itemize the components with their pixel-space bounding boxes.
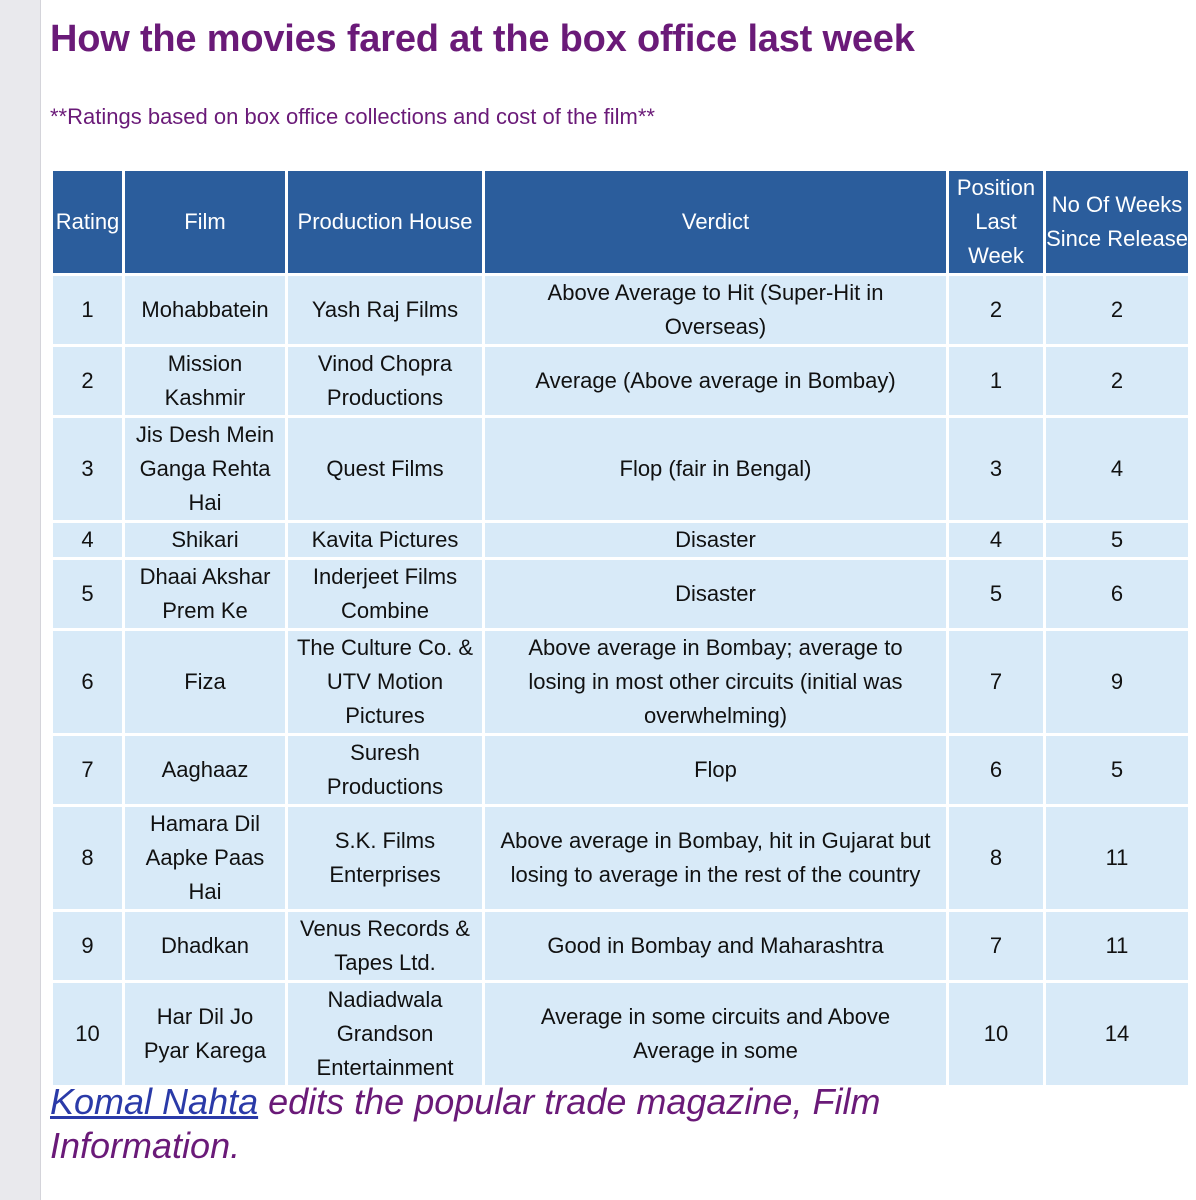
cell-film: Dhadkan xyxy=(125,912,285,980)
cell-production-house: Inderjeet Films Combine xyxy=(288,560,482,628)
table-row: 2 Mission Kashmir Vinod Chopra Productio… xyxy=(53,347,1188,415)
cell-position-last-week: 8 xyxy=(949,807,1043,909)
cell-verdict: Disaster xyxy=(485,560,946,628)
cell-weeks-since-release: 11 xyxy=(1046,807,1188,909)
cell-verdict: Disaster xyxy=(485,523,946,557)
cell-production-house: Quest Films xyxy=(288,418,482,520)
cell-film: Aaghaaz xyxy=(125,736,285,804)
cell-position-last-week: 7 xyxy=(949,912,1043,980)
cell-verdict: Above average in Bombay; average to losi… xyxy=(485,631,946,733)
table-row: 9 Dhadkan Venus Records & Tapes Ltd. Goo… xyxy=(53,912,1188,980)
cell-film: Mohabbatein xyxy=(125,276,285,344)
ratings-note: **Ratings based on box office collection… xyxy=(50,104,655,129)
header-weeks-since-release: No Of Weeks Since Release xyxy=(1046,171,1188,273)
cell-position-last-week: 3 xyxy=(949,418,1043,520)
cell-film: Jis Desh Mein Ganga Rehta Hai xyxy=(125,418,285,520)
cell-weeks-since-release: 2 xyxy=(1046,276,1188,344)
cell-weeks-since-release: 9 xyxy=(1046,631,1188,733)
cell-position-last-week: 10 xyxy=(949,983,1043,1085)
cell-film: Shikari xyxy=(125,523,285,557)
cell-production-house: The Culture Co. & UTV Motion Pictures xyxy=(288,631,482,733)
cell-film: Hamara Dil Aapke Paas Hai xyxy=(125,807,285,909)
table-row: 10 Har Dil Jo Pyar Karega Nadiadwala Gra… xyxy=(53,983,1188,1085)
cell-rating: 8 xyxy=(53,807,122,909)
table-row: 4 Shikari Kavita Pictures Disaster 4 5 xyxy=(53,523,1188,557)
table-row: 5 Dhaai Akshar Prem Ke Inderjeet Films C… xyxy=(53,560,1188,628)
table-row: 8 Hamara Dil Aapke Paas Hai S.K. Films E… xyxy=(53,807,1188,909)
cell-position-last-week: 4 xyxy=(949,523,1043,557)
left-margin-rule xyxy=(0,0,41,1200)
cell-verdict: Good in Bombay and Maharashtra xyxy=(485,912,946,980)
cell-production-house: S.K. Films Enterprises xyxy=(288,807,482,909)
table-row: 7 Aaghaaz Suresh Productions Flop 6 5 xyxy=(53,736,1188,804)
author-credit: Komal Nahta edits the popular trade maga… xyxy=(50,1080,1050,1168)
cell-film: Dhaai Akshar Prem Ke xyxy=(125,560,285,628)
cell-rating: 9 xyxy=(53,912,122,980)
table-row: 6 Fiza The Culture Co. & UTV Motion Pict… xyxy=(53,631,1188,733)
cell-production-house: Suresh Productions xyxy=(288,736,482,804)
cell-rating: 1 xyxy=(53,276,122,344)
cell-position-last-week: 1 xyxy=(949,347,1043,415)
cell-weeks-since-release: 5 xyxy=(1046,736,1188,804)
author-link[interactable]: Komal Nahta xyxy=(50,1081,259,1122)
table-header-row: Rating Film Production House Verdict Pos… xyxy=(53,171,1188,273)
cell-weeks-since-release: 4 xyxy=(1046,418,1188,520)
cell-verdict: Average (Above average in Bombay) xyxy=(485,347,946,415)
page-title: How the movies fared at the box office l… xyxy=(50,18,915,60)
cell-rating: 4 xyxy=(53,523,122,557)
cell-rating: 3 xyxy=(53,418,122,520)
cell-film: Har Dil Jo Pyar Karega xyxy=(125,983,285,1085)
cell-production-house: Vinod Chopra Productions xyxy=(288,347,482,415)
cell-weeks-since-release: 5 xyxy=(1046,523,1188,557)
cell-production-house: Kavita Pictures xyxy=(288,523,482,557)
cell-production-house: Nadiadwala Grandson Entertainment xyxy=(288,983,482,1085)
cell-position-last-week: 7 xyxy=(949,631,1043,733)
header-rating: Rating xyxy=(53,171,122,273)
cell-weeks-since-release: 6 xyxy=(1046,560,1188,628)
box-office-table: Rating Film Production House Verdict Pos… xyxy=(50,168,1191,1088)
header-verdict: Verdict xyxy=(485,171,946,273)
cell-position-last-week: 6 xyxy=(949,736,1043,804)
author-credit-text: edits the popular trade magazine, Film I… xyxy=(50,1081,881,1166)
cell-verdict: Above average in Bombay, hit in Gujarat … xyxy=(485,807,946,909)
cell-position-last-week: 5 xyxy=(949,560,1043,628)
cell-verdict: Above Average to Hit (Super-Hit in Overs… xyxy=(485,276,946,344)
cell-weeks-since-release: 11 xyxy=(1046,912,1188,980)
cell-weeks-since-release: 14 xyxy=(1046,983,1188,1085)
header-film: Film xyxy=(125,171,285,273)
table-row: 1 Mohabbatein Yash Raj Films Above Avera… xyxy=(53,276,1188,344)
header-production-house: Production House xyxy=(288,171,482,273)
cell-production-house: Yash Raj Films xyxy=(288,276,482,344)
cell-verdict: Flop (fair in Bengal) xyxy=(485,418,946,520)
cell-rating: 5 xyxy=(53,560,122,628)
cell-rating: 2 xyxy=(53,347,122,415)
cell-position-last-week: 2 xyxy=(949,276,1043,344)
cell-rating: 10 xyxy=(53,983,122,1085)
cell-rating: 6 xyxy=(53,631,122,733)
cell-verdict: Average in some circuits and Above Avera… xyxy=(485,983,946,1085)
table-row: 3 Jis Desh Mein Ganga Rehta Hai Quest Fi… xyxy=(53,418,1188,520)
cell-production-house: Venus Records & Tapes Ltd. xyxy=(288,912,482,980)
cell-rating: 7 xyxy=(53,736,122,804)
cell-film: Fiza xyxy=(125,631,285,733)
cell-verdict: Flop xyxy=(485,736,946,804)
cell-film: Mission Kashmir xyxy=(125,347,285,415)
header-position-last-week: Position Last Week xyxy=(949,171,1043,273)
cell-weeks-since-release: 2 xyxy=(1046,347,1188,415)
